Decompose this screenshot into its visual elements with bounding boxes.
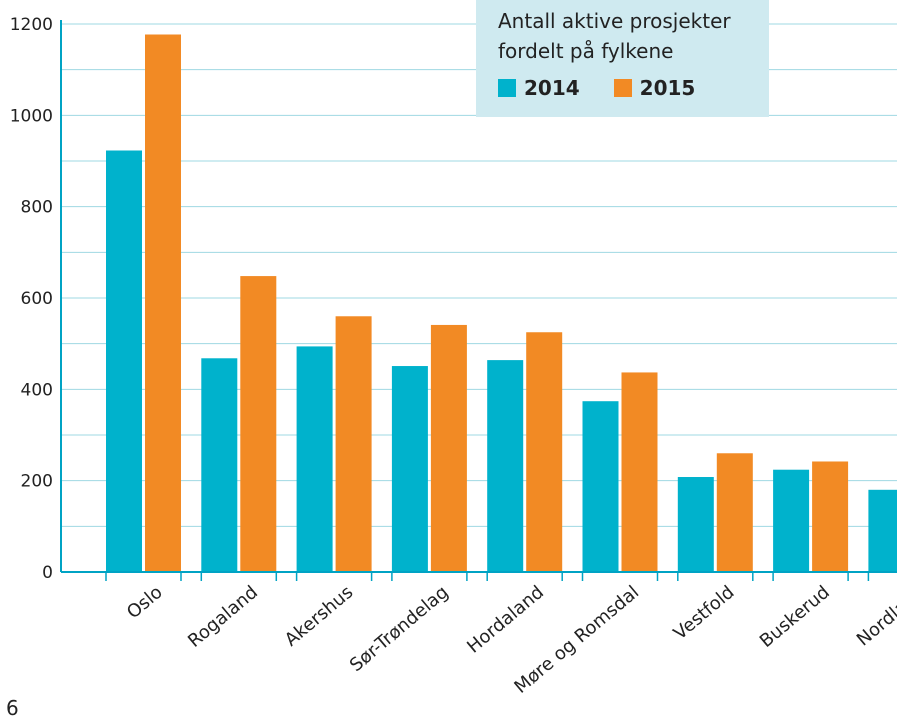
- y-tick-label: 200: [21, 472, 53, 492]
- y-tick-label: 600: [21, 289, 53, 309]
- bar-2014-8: [868, 489, 897, 572]
- legend-swatch-2015: [613, 79, 632, 97]
- y-tick-label: 0: [42, 563, 53, 583]
- legend-label-2015: 2015: [639, 76, 696, 100]
- x-tick-label: Hordaland: [463, 582, 548, 658]
- bar-2014-6: [677, 477, 714, 572]
- bar-2014-5: [582, 401, 619, 572]
- bar-2014-4: [487, 360, 524, 572]
- legend-item-2015: 2015: [613, 76, 696, 100]
- bar-2015-7: [812, 461, 849, 572]
- legend: Antall aktive prosjekter fordelt på fylk…: [476, 0, 769, 117]
- y-tick-label: 1000: [10, 106, 53, 126]
- y-tick-label: 1200: [10, 15, 53, 35]
- bar-2015-0: [145, 34, 181, 572]
- x-tick-label: Oslo: [123, 582, 167, 624]
- legend-swatch-2014: [498, 79, 516, 97]
- page-number: 6: [6, 696, 19, 720]
- x-tick-label: Vestfold: [670, 582, 739, 644]
- legend-item-2014: 2014: [498, 76, 580, 100]
- bar-2014-3: [391, 366, 428, 572]
- bar-2015-2: [335, 316, 372, 572]
- axes: [60, 20, 897, 581]
- bar-2015-1: [240, 276, 277, 572]
- y-tick-label: 400: [21, 380, 53, 400]
- bar-2014-0: [106, 150, 142, 572]
- bar-2015-6: [716, 453, 753, 572]
- x-tick-label: Akershus: [281, 582, 357, 651]
- x-tick-label: Rogaland: [184, 582, 262, 652]
- bar-2015-5: [621, 372, 658, 572]
- legend-label-2014: 2014: [524, 76, 580, 100]
- bars: [106, 34, 897, 572]
- y-tick-label: 800: [21, 198, 53, 218]
- x-tick-label: Buskerud: [756, 582, 834, 652]
- chart-title: Antall aktive prosjekter fordelt på fylk…: [498, 9, 731, 63]
- bar-2014-1: [201, 358, 238, 572]
- bar-2014-2: [296, 346, 333, 572]
- x-tick-label: Sør-Trøndelag: [346, 582, 453, 676]
- y-tick-labels: 0 200 400 600 800 1000 1200: [10, 15, 53, 583]
- bar-2015-4: [526, 332, 563, 572]
- bar-2014-7: [773, 469, 810, 572]
- bar-2015-3: [430, 324, 467, 572]
- x-tick-label: Nordland: [853, 582, 897, 651]
